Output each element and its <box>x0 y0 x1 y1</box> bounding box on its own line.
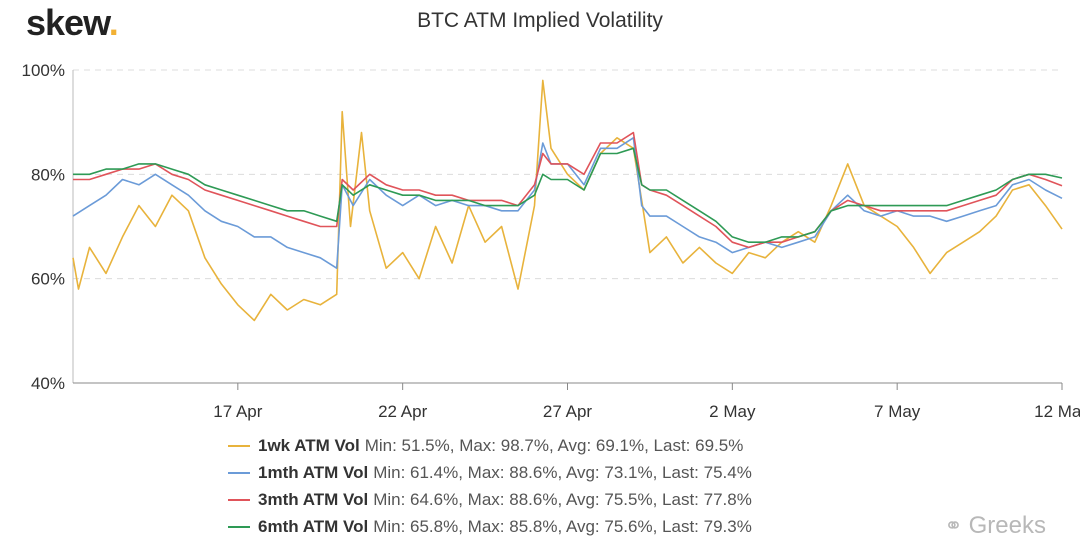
y-tick-label: 100% <box>22 61 65 80</box>
legend-series-stats: Min: 51.5%, Max: 98.7%, Avg: 69.1%, Last… <box>364 435 744 455</box>
legend-item-3[interactable]: 3mth ATM Vol Min: 64.6%, Max: 88.6%, Avg:… <box>228 486 752 513</box>
wechat-icon: ⚭ <box>944 513 963 538</box>
legend-item-1[interactable]: 1wk ATM Vol Min: 51.5%, Max: 98.7%, Avg: … <box>228 432 752 459</box>
legend-series-stats: Min: 61.4%, Max: 88.6%, Avg: 73.1%, Last… <box>373 462 752 482</box>
legend-swatch <box>228 525 250 528</box>
axes: 40% 60% 80% 100% 17 Apr 22 Apr 27 Apr 2 May 7 Ma… <box>22 61 1080 421</box>
legend-series-name: 6mth ATM Vol <box>258 516 369 536</box>
watermark: ⚭ Greeks <box>944 512 1046 540</box>
legend-series-name: 1wk ATM Vol <box>258 435 360 455</box>
legend-series-name: 3mth ATM Vol <box>258 489 369 509</box>
y-tick-label: 60% <box>31 270 65 289</box>
legend-series-stats: Min: 65.8%, Max: 85.8%, Avg: 75.6%, Last… <box>373 516 752 536</box>
chart-canvas: 40% 60% 80% 100% 17 Apr 22 Apr 27 Apr 2 May 7 Ma… <box>22 61 1080 421</box>
x-tick-label: 17 Apr <box>213 402 262 421</box>
series-lines <box>72 79 1063 322</box>
legend-series-stats: Min: 64.6%, Max: 88.6%, Avg: 75.5%, Last… <box>373 489 752 509</box>
legend-swatch <box>228 498 250 501</box>
series-line-3 <box>73 131 1063 249</box>
chart-title: BTC ATM Implied Volatility <box>417 9 663 32</box>
legend-swatch <box>228 471 250 474</box>
brand-name: skew <box>26 2 110 43</box>
legend: 1wk ATM Vol Min: 51.5%, Max: 98.7%, Avg: … <box>228 432 752 540</box>
x-tick-label: 22 Apr <box>378 402 427 421</box>
x-tick-label: 12 May <box>1034 402 1080 421</box>
series-line-1 <box>72 79 1063 322</box>
x-tick-label: 7 May <box>874 402 921 421</box>
legend-swatch <box>228 444 250 447</box>
y-tick-label: 40% <box>31 374 65 393</box>
y-tick-label: 80% <box>31 165 65 184</box>
legend-item-2[interactable]: 1mth ATM Vol Min: 61.4%, Max: 88.6%, Avg:… <box>228 459 752 486</box>
brand-dot: . <box>108 2 119 43</box>
legend-series-name: 1mth ATM Vol <box>258 462 369 482</box>
legend-item-4[interactable]: 6mth ATM Vol Min: 65.8%, Max: 85.8%, Avg:… <box>228 513 752 540</box>
watermark-text: Greeks <box>968 512 1046 539</box>
brand-logo: skew. <box>26 2 119 44</box>
x-tick-label: 27 Apr <box>543 402 592 421</box>
series-line-4 <box>73 147 1063 243</box>
x-tick-label: 2 May <box>709 402 756 421</box>
